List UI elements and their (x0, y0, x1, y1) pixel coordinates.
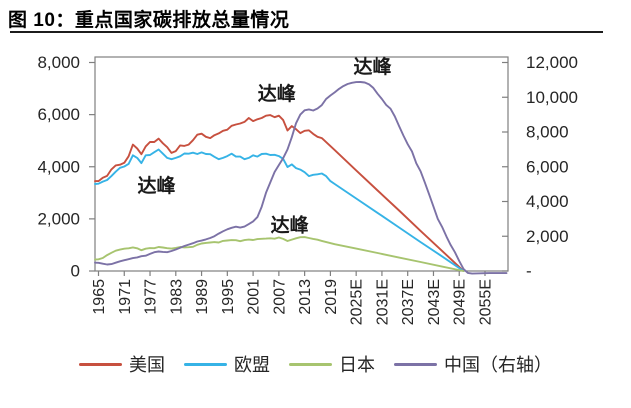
x-axis-label: 2031E (374, 279, 391, 325)
x-axis-label: 1971 (117, 279, 134, 315)
title-underline (10, 31, 603, 33)
x-axis-label: 2019 (323, 279, 340, 315)
left-axis-label: 0 (71, 262, 80, 281)
right-axis-label: 2,000 (526, 227, 569, 246)
left-axis-label: 2,000 (37, 209, 80, 228)
x-axis-label: 2049E (452, 279, 469, 325)
plot-frame (94, 56, 509, 272)
series-line-欧盟 (94, 148, 465, 272)
right-axis-label: 12,000 (526, 53, 578, 72)
emissions-line-chart: 8,000 6,000 4,000 2,000 0 12,000 10,000 8,000 6,… (37, 53, 578, 325)
series-line-中国（右轴） (94, 81, 508, 275)
x-axis-label: 1995 (220, 279, 237, 315)
series-line-日本 (94, 236, 465, 272)
legend-line-swatch (184, 362, 227, 366)
chart-legend: 美国 欧盟 日本 中国（右轴） (0, 351, 631, 377)
peak-annotation: 达峰 (353, 55, 392, 78)
left-axis-label: 6,000 (37, 105, 80, 124)
x-axis-label: 2025E (349, 279, 366, 325)
peak-annotation: 达峰 (137, 174, 176, 197)
right-axis-label: 6,000 (526, 157, 569, 176)
x-axis-label: 2037E (400, 279, 417, 325)
figure-title: 图 10：重点国家碳排放总量情况 (8, 10, 290, 31)
legend-label: 欧盟 (234, 355, 270, 375)
legend-item-2: 日本 (289, 351, 375, 377)
axes: 8,000 6,000 4,000 2,000 0 12,000 10,000 8,000 6,… (37, 53, 578, 325)
legend-line-swatch (394, 362, 437, 366)
peak-annotation: 达峰 (271, 213, 310, 236)
x-axis-label: 2043E (426, 279, 443, 325)
x-axis-label: 2055E (478, 279, 495, 325)
legend-label: 美国 (129, 355, 165, 375)
x-axis-label: 2001 (246, 279, 263, 315)
peak-annotation: 达峰 (258, 82, 297, 105)
legend-line-swatch (79, 362, 122, 366)
x-axis-label: 2013 (297, 279, 314, 315)
series-line-美国 (94, 114, 465, 272)
x-axis-label: 2007 (271, 279, 288, 315)
legend-item-3: 中国（右轴） (394, 351, 552, 377)
legend-label: 中国（右轴） (444, 355, 552, 375)
x-axis-label: 1965 (91, 279, 108, 315)
right-axis-label: 4,000 (526, 192, 569, 211)
legend-item-1: 欧盟 (184, 351, 270, 377)
left-axis-label: 8,000 (37, 53, 80, 72)
right-axis-label: 10,000 (526, 88, 578, 107)
x-axis-label: 1983 (168, 279, 185, 315)
right-axis-label: 8,000 (526, 123, 569, 142)
legend-item-0: 美国 (79, 351, 165, 377)
legend-label: 日本 (339, 355, 375, 375)
right-axis-label: - (526, 262, 532, 281)
x-axis-label: 1977 (143, 279, 160, 315)
x-axis-label: 1989 (194, 279, 211, 315)
left-axis-label: 4,000 (37, 157, 80, 176)
legend-line-swatch (289, 362, 332, 366)
